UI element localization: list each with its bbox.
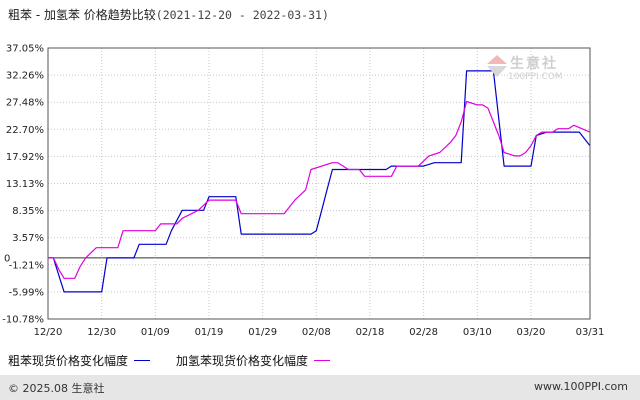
legend-label-series1: 粗苯现货价格变化幅度 [8,354,129,368]
chart-date-range: (2021-12-20 - 2022-03-31) [155,8,329,22]
y-tick-label: 17.92% [6,152,44,163]
x-tick-label: 03/20 [517,327,546,338]
x-tick-label: 01/29 [248,327,277,338]
chart-title: 粗苯 - 加氢苯 价格趋势比较(2021-12-20 - 2022-03-31) [8,6,329,23]
x-tick-label: 01/19 [195,327,224,338]
x-tick-label: 02/28 [409,327,438,338]
x-axis-labels: 12/20 12/30 01/09 01/19 01/29 02/08 02/18 02/28… [34,327,605,338]
footer: © 2025.08 生意社 www.100PPI.com [0,375,640,400]
y-tick-label: -10.78% [2,315,44,326]
series-line-2 [48,100,591,279]
footer-copyright: © 2025.08 生意社 [8,382,105,395]
series-lines [48,70,591,293]
x-tick-label: 12/20 [34,327,63,338]
chart-title-text: 粗苯 - 加氢苯 价格趋势比较 [8,8,156,22]
x-tick-label: 01/09 [141,327,170,338]
y-tick-label: 27.48% [6,98,44,109]
watermark-logo-icon [487,55,507,77]
y-tick-label: 37.05% [6,44,44,55]
x-tick-label: 02/08 [302,327,331,338]
watermark-url: 100PPI.COM [508,72,563,82]
series-line-1 [48,70,591,293]
zero-label: 0 [4,253,10,264]
legend: 粗苯现货价格变化幅度 加氢苯现货价格变化幅度 [8,352,356,369]
x-tick-label: 12/30 [87,327,116,338]
y-axis-labels: 37.05% 32.26% 27.48% 22.70% 17.92% 13.13% 8.35… [2,44,44,326]
x-tick-label: 03/10 [463,327,492,338]
y-tick-label: -5.99% [9,287,44,298]
watermark: 生意社 100PPI.COM [480,52,584,92]
x-tick-label: 03/31 [576,327,605,338]
legend-item-series1: 粗苯现货价格变化幅度 [8,352,151,369]
y-tick-label: 8.35% [12,206,44,217]
plot-border [47,47,591,320]
y-tick-label: 32.26% [6,71,44,82]
y-tick-label: -1.21% [9,260,44,271]
legend-item-series2: 加氢苯现货价格变化幅度 [176,352,331,369]
legend-label-series2: 加氢苯现货价格变化幅度 [176,354,309,368]
legend-swatch-series2 [314,360,331,361]
y-tick-label: 13.13% [6,179,44,190]
footer-site-link[interactable]: www.100PPI.com [534,380,628,393]
legend-swatch-series1 [134,360,151,361]
y-tick-label: 3.57% [12,233,44,244]
y-tick-label: 22.70% [6,125,44,136]
watermark-name: 生意社 [510,56,558,72]
x-tick-label: 02/18 [356,327,385,338]
price-trend-chart: 37.05% 32.26% 27.48% 22.70% 17.92% 13.13% 8.35… [2,44,605,339]
